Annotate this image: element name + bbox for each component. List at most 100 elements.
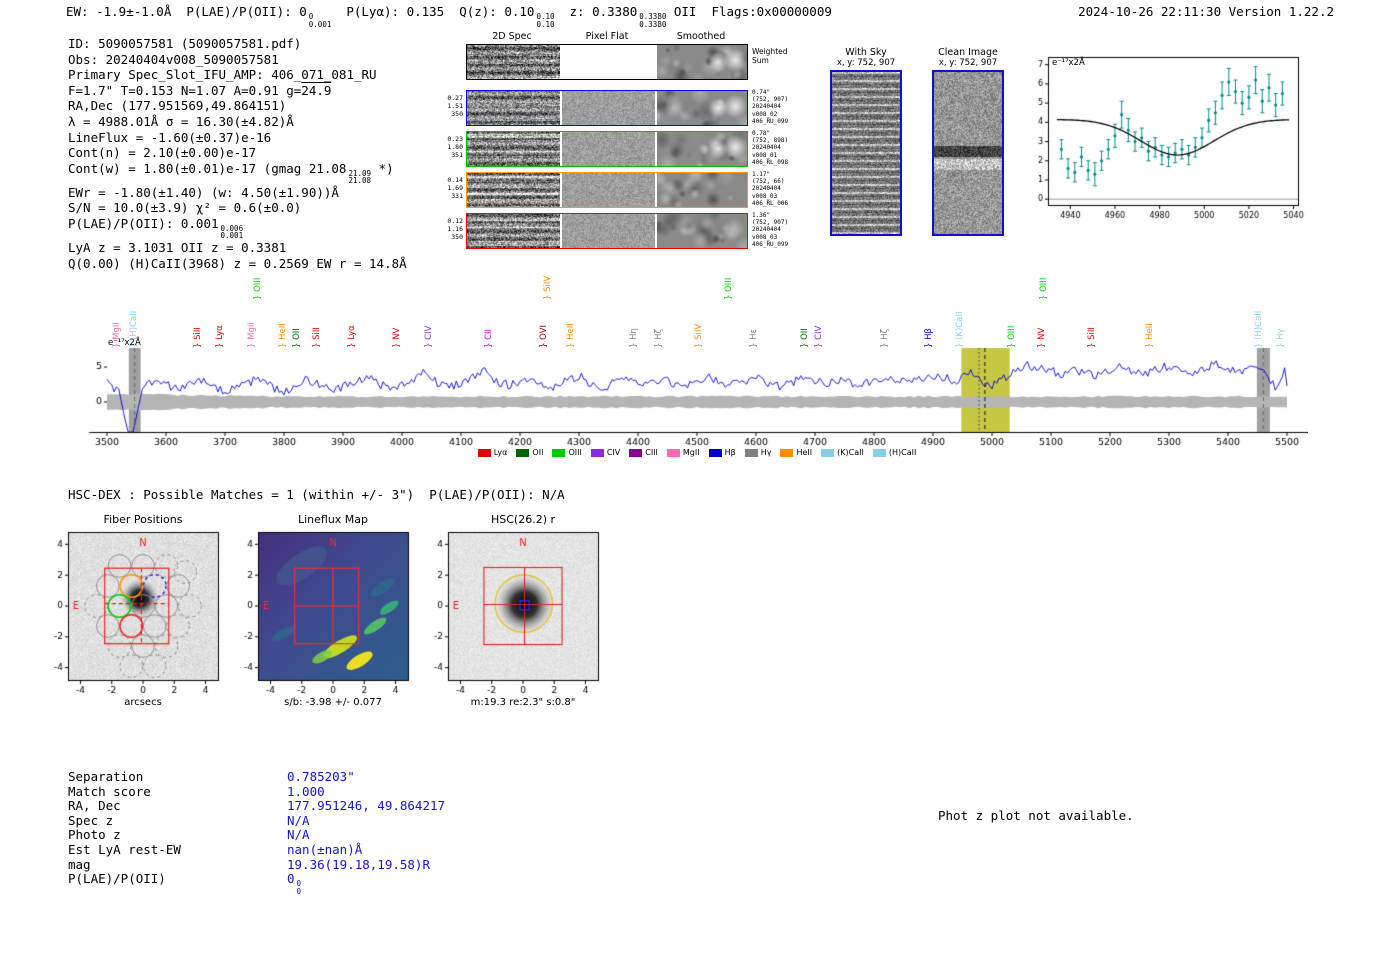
fiber-detail-value: 406_RU_099 [752,240,789,248]
col-title-2dspec: 2D Spec [492,31,532,42]
spec2d-row-left-labels: 0.14 1.69 331 [440,176,463,200]
redshift-solutions: LyA z = 3.1031 OII z = 0.3381 [68,239,287,255]
row-value: 177.951246, 49.864217 [287,798,446,814]
fiber-detail-value: 20240404 [752,226,781,234]
weighted-sum-label: Weighted Sum [752,47,788,65]
spec2d-row-right-labels: 1.36" (752, 907) 20240404 v008_03 406_RU_099 [752,212,788,248]
row-value: N/A [287,827,310,843]
plae-value: P(LAE)/P(OII): 0 [186,4,307,19]
legend-label: OII [532,448,544,457]
fiber-detail-value: 0.74" [752,89,771,96]
z-classification: OII [666,4,697,19]
legend-label: CIV [606,448,621,457]
spec2d-flat-canvas [562,214,655,248]
plya-summary: P(Lyα): 0.135 [346,4,445,19]
row-label: Est LyA rest-EW [68,841,181,857]
legend-label: (K)CaII [837,448,864,457]
legend-label: Hβ [724,448,736,457]
row-label: Separation [68,769,144,784]
legend-label: MgII [682,448,700,457]
legend-item: (K)CaII [821,448,864,457]
hscdex-header: HSC-DEX : Possible Matches = 1 (within +… [68,487,565,502]
spec2d-row-box [466,213,748,249]
legend-swatch [821,448,835,457]
seeing-throughput: F=1.7" T=0.153 N=1.07 A=0.91 g=24.9 [68,83,407,99]
fiber-detail-value: 20240404 [752,103,781,111]
fiber-detail-value: (752, 66) [752,178,785,186]
spec2d-row-right-labels: 0.78" (752, 898) 20240404 v008_01 406_RL_098 [752,130,788,166]
flags-summary: Flags:0x00000009 [711,4,832,19]
fiber-detail-value: (752, 907) [752,96,789,104]
hsc-xlabel: m:19.3 re:2.3" s:0.8" [470,697,576,708]
fiber-detail-value: 406_RL_098 [752,158,789,166]
weighted-sum-row [466,44,748,80]
fiber-detail-value: v008_01 [752,151,778,159]
continuum-wide: Cont(w) = 1.80(±0.01)e-17 (gmag 21.08 21.… [68,161,407,185]
fiber-detail-value: (752, 907) [752,219,789,227]
spec2d-row-box [466,131,748,167]
spec2d-flat-canvas [562,132,655,166]
detection-info-block: ID: 5090057581 (5090057581.pdf) Obs: 202… [68,36,407,271]
legend-swatch [629,448,643,457]
spec2d-row-left-labels: 0.12 1.16 350 [440,217,463,241]
z-bounds: 0.3380 0.3380 [639,13,666,28]
spec2d-smooth-canvas [657,214,747,248]
spec2d-row-left-labels: 0.27 1.51 350 [440,94,463,118]
fiber-detail-value: v008_03 [752,233,778,241]
legend-swatch [744,448,758,457]
legend-label: OIII [568,448,582,457]
legend-item: Hγ [744,448,771,457]
qz-summary: Q(z): 0.10 0.10 0.10 [459,4,554,28]
fiber-detail-value: v008_02 [752,110,778,118]
table-row: Spec z N/A [68,813,445,829]
withsky-xy: x, y: 752, 907 [836,58,896,68]
table-row: Match score 1.000 [68,784,445,800]
legend-label: (H)CaII [888,448,917,457]
spec2d-flat-canvas [562,173,655,207]
spec2d-smooth-canvas [657,173,747,207]
plae-line-value: P(LAE)/P(OII): 0.001 [68,215,219,231]
spec2d-flat-canvas [562,91,655,125]
table-row: Est LyA rest-EW nan(±nan)Å [68,841,445,858]
plae-line-bounds: 0.006 0.001 [221,225,244,240]
gmag-bounds: 21.09 21.08 [348,170,371,185]
spec2d-spec-canvas [467,214,560,248]
table-row: RA, Dec 177.951246, 49.864217 [68,798,446,814]
weighted-2dspec-canvas [467,45,560,79]
clean-panel [932,70,1004,236]
z-value: z: 0.3380 [569,4,638,19]
legend-swatch [477,448,491,457]
legend-item: OII [516,448,543,457]
spec2d-spec-canvas [467,173,560,207]
spec2d-smooth-canvas [657,132,747,166]
ra-dec: RA,Dec (177.951569,49.864151) [68,98,287,114]
spec2d-smooth-canvas [657,91,747,125]
row-label: mag [68,856,91,872]
plae-upper: 0 [308,12,314,21]
legend-item: MgII [666,448,700,457]
legend-item: CIII [629,448,658,457]
legend-label: CIII [645,448,658,457]
legend-item: HeII [780,448,812,457]
spectrum-ylabel: e⁻¹⁷x2Å [108,338,141,348]
gmag-limit: 24.9 [301,82,332,98]
spec2d-spec-canvas [467,132,560,166]
ew-summary: EW: -1.9±-1.0Å [66,4,172,19]
qz-lower: 0.10 [536,19,555,29]
qz-value: Q(z): 0.10 [459,4,535,19]
legend-label: Lyα [493,448,508,457]
qz-bounds: 0.10 0.10 [536,13,554,28]
clean-image-canvas [934,72,1002,234]
lineflux: LineFlux = -1.60(±0.37)e-16 [68,129,272,145]
weighted-label-line2: Sum [752,55,769,65]
fiber-detail-value: 20240404 [752,185,781,193]
row-value: 19.36(19.18,19.58)R [287,856,430,872]
detection-id: ID: 5090057581 (5090057581.pdf) [68,36,302,51]
plae-lower: 0.001 [308,19,332,29]
withsky-canvas [832,72,900,234]
spec2d-row-left-labels: 0.23 1.80 351 [440,135,463,159]
catalog-match-table: Separation 0.785203" Match score 1.000 RA,… [68,769,446,895]
fiber-weight-value: 0.14 [447,176,463,184]
